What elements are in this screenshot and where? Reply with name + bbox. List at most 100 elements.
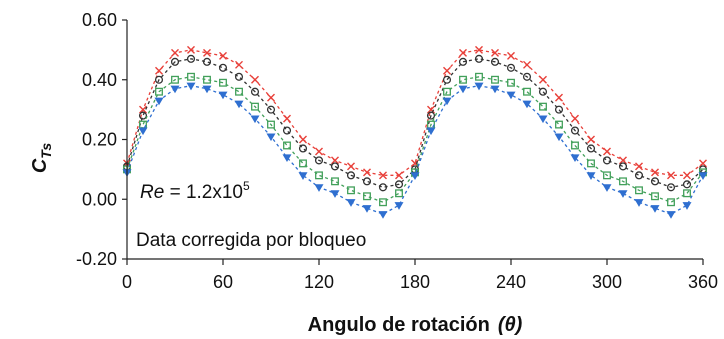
data-point — [314, 184, 324, 192]
data-point — [491, 48, 499, 57]
x-tick-label: 300 — [592, 272, 622, 292]
data-point — [155, 66, 163, 75]
data-point — [139, 105, 147, 114]
data-point — [331, 156, 339, 165]
data-point — [522, 72, 532, 81]
data-point — [554, 133, 564, 142]
data-point — [426, 111, 436, 120]
data-point — [650, 177, 660, 186]
labels-layer: CTs Angulo de rotación (θ) Re = 1.2x105 D… — [29, 143, 523, 336]
x-axis-title-symbol: (θ) — [498, 314, 523, 336]
reynolds-exponent: 5 — [243, 179, 250, 193]
data-point — [618, 162, 628, 171]
data-point — [315, 171, 323, 180]
x-tick-label: 0 — [122, 272, 132, 292]
data-point — [234, 100, 244, 109]
data-point — [186, 54, 196, 63]
series-1 — [123, 45, 707, 180]
data-point — [283, 141, 291, 150]
series-4 — [122, 82, 708, 219]
data-point — [570, 126, 580, 135]
data-point — [442, 75, 452, 84]
data-point — [410, 172, 420, 180]
data-point — [170, 85, 180, 94]
data-point — [491, 75, 499, 84]
data-point — [298, 144, 308, 153]
data-point — [426, 127, 436, 136]
data-point — [603, 171, 611, 180]
data-point — [602, 184, 612, 192]
data-point — [362, 177, 372, 186]
reynolds-value: = 1.2x10 — [164, 182, 243, 203]
data-point — [635, 186, 643, 195]
data-point — [442, 97, 452, 106]
data-point — [667, 171, 675, 180]
data-point — [522, 100, 532, 109]
y-axis-title-sub: Ts — [38, 143, 54, 159]
data-point — [315, 147, 323, 156]
data-point — [667, 198, 675, 207]
data-point — [571, 141, 579, 150]
data-point — [202, 57, 212, 66]
data-point — [250, 115, 260, 124]
data-point — [267, 120, 275, 129]
x-tick-label: 240 — [496, 272, 526, 292]
data-point — [299, 135, 307, 144]
data-point — [683, 171, 691, 180]
data-point — [475, 72, 483, 81]
reynolds-annotation: Re = 1.2x105 — [140, 179, 250, 203]
data-point — [203, 48, 211, 57]
data-point — [267, 93, 275, 102]
y-axis-title-main: C — [29, 158, 51, 173]
data-point — [202, 85, 212, 94]
data-point — [555, 93, 563, 102]
data-point — [394, 202, 404, 210]
data-point — [379, 198, 387, 207]
data-point — [187, 45, 195, 54]
data-point — [395, 189, 403, 198]
data-point — [155, 87, 163, 96]
data-point — [603, 147, 611, 156]
data-point — [362, 205, 372, 213]
data-point — [347, 186, 355, 195]
data-point — [635, 162, 643, 171]
data-point — [682, 202, 692, 210]
data-point — [378, 211, 388, 219]
data-point — [682, 180, 692, 189]
data-point — [154, 97, 164, 106]
series-line — [126, 76, 704, 203]
data-point — [474, 82, 484, 91]
data-point — [602, 156, 612, 165]
data-point — [651, 192, 659, 201]
data-point — [363, 168, 371, 177]
data-point — [458, 57, 468, 66]
y-tick-label: -0.20 — [76, 249, 117, 269]
axes-layer: -0.20 0.00 0.20 0.40 0.60 0 60 120 180 240 300 360 — [76, 10, 718, 292]
data-point — [283, 114, 291, 123]
data-point — [458, 85, 468, 94]
data-point — [394, 180, 404, 189]
data-point — [538, 115, 548, 124]
data-point — [298, 172, 308, 180]
data-point — [234, 72, 244, 81]
data-point — [587, 159, 595, 168]
data-point — [171, 75, 179, 84]
data-point — [363, 192, 371, 201]
data-point — [506, 91, 516, 100]
data-point — [699, 159, 707, 168]
data-point — [170, 57, 180, 66]
data-point — [666, 183, 676, 192]
data-point — [346, 171, 356, 180]
data-point — [138, 127, 148, 136]
data-point — [459, 48, 467, 57]
x-tick-label: 60 — [213, 272, 233, 292]
data-point — [171, 48, 179, 57]
data-point — [539, 102, 547, 111]
data-point — [587, 135, 595, 144]
data-point — [379, 171, 387, 180]
data-point — [266, 105, 276, 114]
data-point — [698, 172, 708, 180]
data-point — [235, 60, 243, 69]
data-point — [187, 72, 195, 81]
